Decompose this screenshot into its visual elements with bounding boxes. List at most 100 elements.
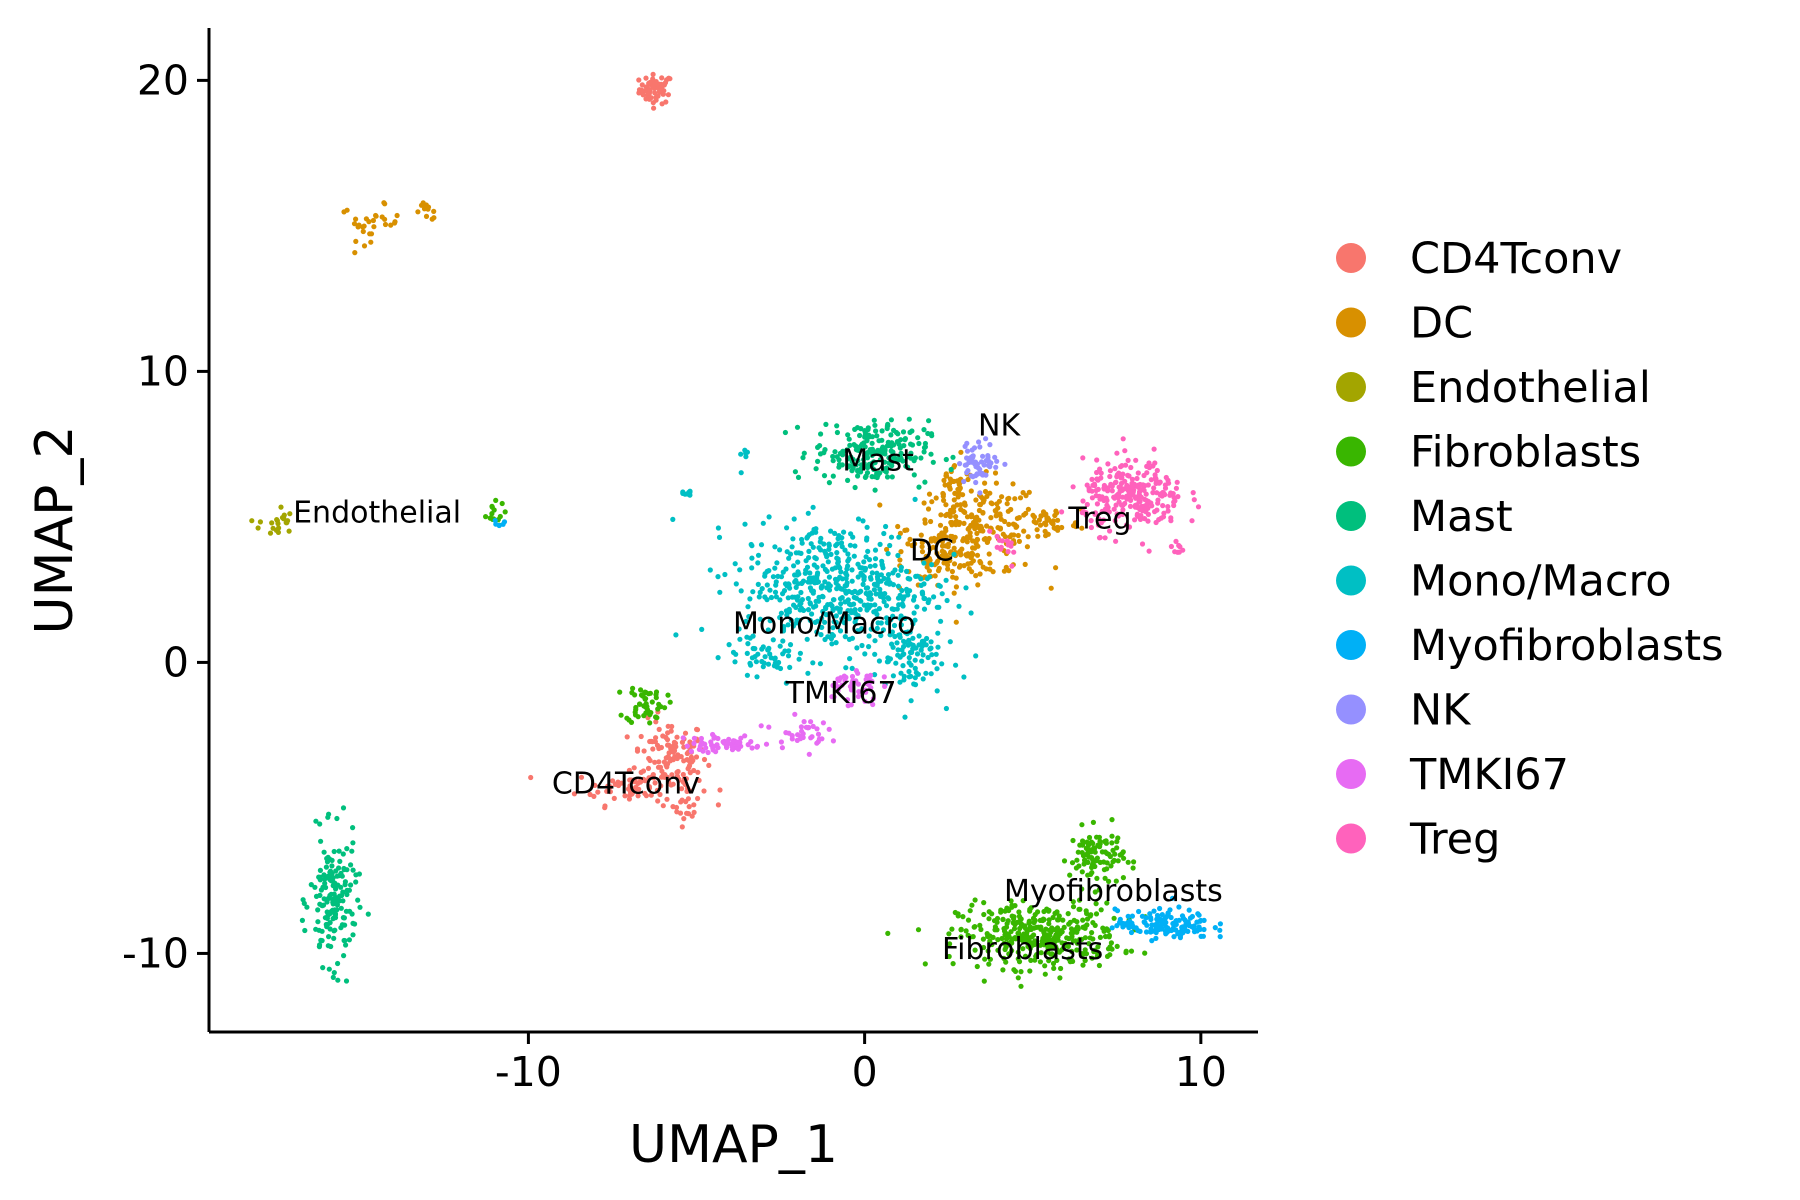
point-mono-macro [872, 638, 878, 644]
point-mono-macro [898, 567, 904, 573]
point-mast [328, 891, 334, 898]
point-cd4tconv [685, 811, 692, 817]
point-fibroblasts [998, 909, 1004, 915]
point-fibroblasts [1044, 940, 1050, 946]
x-tick-label: 10 [1175, 1048, 1227, 1096]
point-treg [1008, 540, 1014, 546]
point-fibroblasts [1096, 962, 1102, 969]
point-mono-macro [895, 552, 901, 559]
point-treg [1117, 488, 1123, 494]
point-tmki67 [699, 740, 705, 746]
point-fibroblasts [1092, 922, 1098, 929]
point-fibroblasts [1086, 941, 1092, 947]
point-mono-macro [878, 632, 884, 639]
point-mono-macro [787, 551, 794, 557]
point-nk [973, 473, 979, 479]
point-mono-macro [749, 555, 755, 561]
point-cd4tconv [682, 730, 689, 736]
point-fibroblasts [1094, 834, 1100, 840]
point-mono-macro [838, 601, 844, 607]
point-mono-macro [906, 668, 912, 675]
point-tmki67 [844, 697, 851, 703]
point-mono-macro [864, 524, 870, 530]
point-mast [341, 953, 347, 959]
point-fibroblasts [1050, 960, 1057, 967]
point-mast [782, 429, 789, 436]
legend-swatch [1336, 565, 1366, 596]
point-mast [850, 463, 856, 469]
point-mast [327, 920, 333, 926]
point-myofibroblasts [1143, 915, 1149, 921]
point-fibroblasts [1104, 926, 1110, 932]
point-dc [943, 473, 949, 479]
point-mast [346, 937, 352, 943]
cluster-label-nk: NK [978, 408, 1021, 443]
point-fibroblasts [1114, 943, 1120, 950]
point-treg [1148, 477, 1154, 483]
point-mast [325, 912, 331, 918]
point-mast [832, 449, 838, 455]
point-mast [342, 922, 348, 928]
point-mono-macro [864, 535, 870, 541]
point-myofibroblasts [1182, 917, 1188, 923]
point-myofibroblasts [493, 521, 499, 527]
point-mono-macro [881, 575, 887, 582]
point-mono-macro [778, 610, 785, 616]
point-mono-macro [768, 594, 775, 601]
point-mast [341, 866, 347, 873]
point-mono-macro [923, 670, 929, 676]
point-treg [1093, 487, 1099, 494]
point-mono-macro [911, 681, 917, 687]
point-fibroblasts [1107, 853, 1113, 860]
point-fibroblasts [1038, 950, 1044, 956]
point-mast [865, 465, 871, 471]
point-mono-macro [834, 586, 840, 592]
point-mono-macro [878, 572, 885, 578]
point-dc [1031, 514, 1037, 520]
point-fibroblasts [1142, 950, 1148, 956]
point-mono-macro [805, 670, 811, 676]
point-cd4tconv [686, 763, 693, 769]
point-mast [332, 912, 338, 918]
point-cd4tconv [595, 789, 601, 795]
point-treg [1105, 461, 1111, 467]
point-dc [415, 209, 421, 215]
point-dc [951, 463, 958, 469]
point-fibroblasts [1025, 943, 1031, 950]
point-mono-macro [826, 543, 832, 549]
point-treg [1137, 513, 1143, 519]
point-mono-macro [936, 582, 942, 589]
point-mono-macro [874, 625, 880, 632]
point-mono-macro [780, 638, 786, 644]
point-fibroblasts [1000, 967, 1006, 973]
point-mast [344, 846, 350, 852]
point-fibroblasts [1097, 844, 1103, 850]
point-mono-macro [806, 532, 812, 538]
point-tmki67 [735, 746, 742, 752]
point-mast [338, 925, 344, 931]
point-fibroblasts [1096, 887, 1102, 893]
point-fibroblasts [1104, 900, 1110, 906]
point-myofibroblasts [1159, 926, 1165, 932]
point-myofibroblasts [1143, 929, 1150, 935]
point-dc [957, 563, 963, 569]
point-mono-macro [898, 670, 904, 676]
point-dc [942, 482, 948, 488]
point-mono-macro [785, 581, 792, 587]
point-myofibroblasts [1173, 918, 1179, 924]
point-mast [948, 466, 954, 473]
point-tmki67 [810, 723, 816, 730]
point-mono-macro [901, 594, 907, 600]
point-mast [874, 433, 880, 439]
legend-entry-mono-macro: Mono/Macro [1410, 557, 1672, 607]
point-cd4tconv [659, 101, 665, 107]
point-mono-macro [842, 634, 848, 640]
point-mast [888, 448, 894, 454]
point-mono-macro [843, 570, 849, 577]
point-mono-macro [843, 575, 849, 582]
point-myofibroblasts [1128, 929, 1135, 936]
point-mast [830, 458, 836, 464]
point-dc [1053, 565, 1059, 571]
point-mast [352, 921, 358, 927]
point-mast [845, 456, 851, 462]
